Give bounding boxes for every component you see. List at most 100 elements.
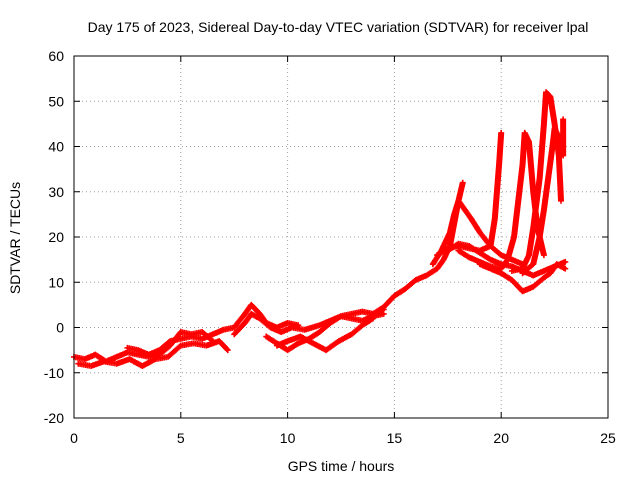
- data-point: [538, 235, 541, 239]
- data-point: [211, 333, 215, 336]
- x-tick-label: 5: [177, 430, 185, 446]
- data-point: [457, 249, 460, 252]
- data-point: [512, 235, 516, 239]
- data-point: [226, 348, 229, 352]
- x-tick-label: 0: [70, 430, 78, 446]
- data-point: [265, 335, 268, 338]
- data-point: [205, 344, 208, 347]
- x-tick-label: 15: [387, 430, 403, 446]
- y-tick-label: 30: [48, 184, 64, 200]
- data-point: [564, 260, 567, 264]
- data-point: [312, 342, 315, 345]
- data-point: [467, 256, 471, 259]
- data-point: [102, 360, 106, 363]
- data-point: [299, 335, 302, 338]
- data-point: [495, 190, 499, 193]
- data-point: [136, 353, 140, 356]
- data-point: [179, 344, 182, 347]
- data-point: [115, 362, 118, 365]
- data-point: [446, 249, 449, 252]
- y-tick-label: 40: [48, 139, 64, 155]
- data-point: [517, 199, 520, 202]
- tick-layer: 0 5 10 15 20 25 -20 -10 0 10 20 30 40 50 60: [44, 48, 616, 446]
- data-point: [521, 290, 524, 293]
- data-point: [243, 321, 247, 325]
- data-point: [382, 305, 385, 309]
- y-tick-label: 60: [48, 48, 64, 64]
- data-point: [218, 339, 221, 343]
- data-point: [457, 199, 460, 202]
- data-point: [403, 287, 407, 291]
- data-point: [153, 357, 157, 361]
- data-point: [297, 342, 300, 345]
- data-point: [510, 278, 514, 282]
- data-point: [527, 140, 531, 144]
- data-point: [168, 339, 172, 343]
- data-point: [279, 330, 283, 334]
- x-tick-label: 25: [600, 430, 616, 446]
- data-point: [200, 330, 204, 334]
- data-point: [258, 317, 262, 320]
- data-point: [324, 348, 328, 352]
- data-point: [542, 276, 546, 279]
- data-point: [290, 326, 294, 329]
- series-trace-14: [519, 116, 567, 277]
- data-point: [371, 312, 375, 316]
- data-point: [339, 314, 343, 318]
- data-layer: [71, 89, 569, 369]
- data-point: [467, 244, 471, 248]
- data-point: [361, 324, 364, 327]
- data-point: [136, 348, 140, 352]
- data-point: [500, 272, 503, 275]
- data-point: [489, 244, 492, 248]
- data-point: [350, 317, 353, 320]
- data-point: [243, 312, 247, 316]
- y-tick-label: 50: [48, 93, 64, 109]
- data-point: [510, 269, 514, 273]
- data-point: [269, 326, 272, 329]
- data-point: [542, 269, 546, 273]
- data-point: [350, 312, 353, 316]
- data-point: [549, 95, 552, 98]
- data-point: [489, 267, 492, 270]
- data-point: [500, 267, 503, 270]
- data-point: [425, 274, 428, 277]
- chart-title: Day 175 of 2023, Sidereal Day-to-day VTE…: [88, 19, 589, 35]
- data-point: [549, 272, 552, 275]
- data-point: [561, 154, 565, 157]
- data-point: [83, 357, 86, 361]
- data-point: [448, 231, 452, 234]
- data-point: [250, 303, 253, 307]
- data-point: [233, 326, 236, 329]
- x-axis-label: GPS time / hours: [288, 458, 395, 474]
- series-trace-12: [476, 261, 569, 295]
- data-point: [329, 321, 332, 325]
- data-point: [500, 253, 503, 257]
- data-point: [500, 131, 503, 135]
- data-point: [551, 145, 554, 148]
- data-point: [527, 253, 531, 257]
- data-point: [542, 122, 546, 126]
- data-point: [128, 357, 131, 361]
- data-point: [250, 312, 253, 316]
- data-point: [431, 262, 435, 266]
- data-point-markers: [71, 329, 216, 365]
- data-point: [222, 328, 225, 331]
- x-tick-label: 20: [493, 430, 509, 446]
- data-point: [553, 127, 556, 130]
- data-point: [303, 328, 306, 331]
- data-point: [361, 310, 364, 313]
- data-point: [179, 337, 182, 341]
- data-point: [435, 253, 439, 257]
- data-point: [200, 337, 204, 341]
- data-point: [521, 272, 524, 275]
- data-point: [126, 351, 129, 354]
- data-point: [559, 199, 563, 202]
- y-axis-label: SDTVAR / TECUs: [7, 182, 23, 294]
- data-point: [478, 262, 482, 266]
- data-point: [393, 294, 396, 298]
- data-point: [489, 258, 492, 261]
- data-point: [371, 317, 375, 320]
